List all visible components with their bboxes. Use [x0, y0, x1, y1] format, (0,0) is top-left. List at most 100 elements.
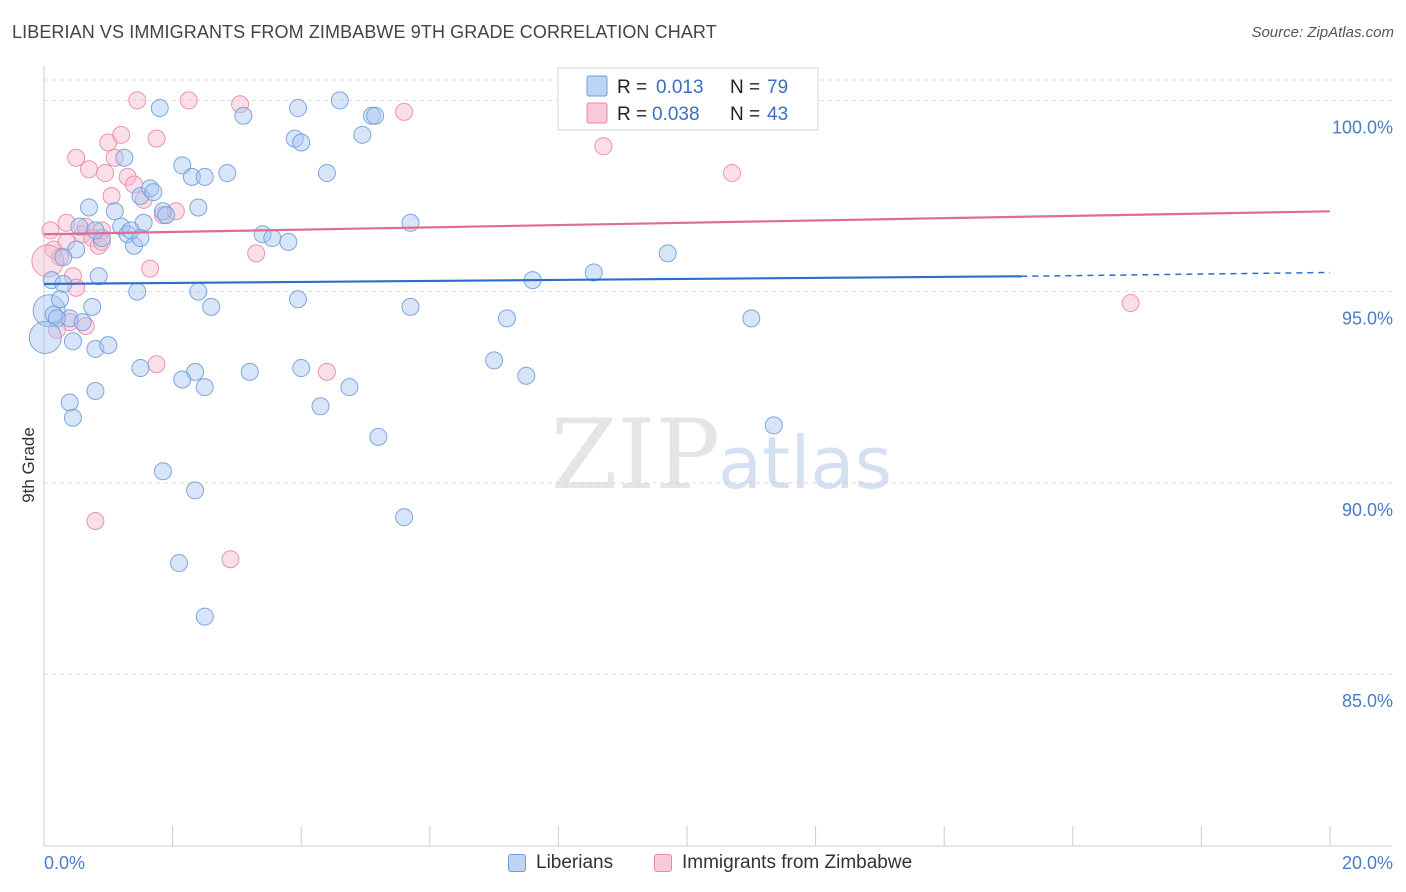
legend-n-label-2: N = [730, 104, 760, 125]
point-liberian [121, 221, 140, 240]
legend-swatch-zimbabwe [586, 102, 608, 124]
legend-r-value-2: 0.038 [652, 104, 700, 125]
bottom-legend-liberians: Liberians [508, 852, 613, 874]
point-liberian [366, 106, 385, 125]
point-liberian [112, 217, 131, 236]
point-liberian [28, 320, 62, 354]
point-liberian [115, 148, 134, 167]
trend-line-liberians-extension [1021, 271, 1331, 278]
point-liberian [263, 229, 282, 248]
bottom-legend-swatch-zimbabwe [654, 854, 672, 872]
x-tick-label-min: 0.0% [44, 853, 85, 873]
trend-line-zimbabwe [43, 210, 1331, 236]
legend-n-value-1: 79 [767, 77, 788, 98]
point-zimbabwe [112, 125, 131, 144]
point-liberian [105, 202, 124, 221]
point-liberian [497, 309, 516, 328]
point-liberian [173, 156, 192, 175]
point-liberian [369, 427, 388, 446]
point-liberian [86, 221, 105, 240]
point-zimbabwe [231, 95, 250, 114]
point-zimbabwe [41, 221, 60, 240]
point-liberian [202, 297, 221, 316]
point-liberian [157, 206, 176, 225]
point-liberian [195, 167, 214, 186]
point-liberian [80, 198, 99, 217]
point-liberian [340, 378, 359, 397]
y-tick-label: 100.0% [1332, 117, 1393, 137]
point-zimbabwe [1121, 294, 1140, 313]
point-liberian [144, 183, 163, 202]
bottom-legend: Liberians Immigrants from Zimbabwe [0, 852, 1406, 878]
point-liberian [86, 382, 105, 400]
point-zimbabwe [166, 202, 185, 221]
point-liberian [131, 359, 150, 378]
point-liberian [99, 336, 118, 355]
point-liberian [186, 481, 205, 500]
point-zimbabwe [80, 160, 99, 179]
point-zimbabwe [67, 148, 86, 167]
point-liberian [288, 99, 307, 118]
point-zimbabwe [141, 259, 160, 278]
point-liberian [279, 232, 298, 251]
bottom-legend-zimbabwe: Immigrants from Zimbabwe [654, 852, 912, 874]
legend-r-label-2: R = [617, 104, 647, 125]
point-zimbabwe [96, 164, 115, 183]
point-zimbabwe [179, 91, 198, 110]
point-liberian [240, 362, 259, 381]
point-zimbabwe [221, 550, 240, 569]
point-zimbabwe [317, 362, 336, 381]
points-zimbabwe [31, 91, 1140, 569]
point-liberian [485, 351, 504, 370]
point-liberian [401, 297, 420, 316]
point-liberian [63, 408, 82, 427]
trend-line-liberians [43, 275, 1022, 286]
point-zimbabwe [128, 91, 147, 110]
point-liberian [173, 370, 192, 389]
source-label: Source: ZipAtlas.com [1251, 24, 1394, 41]
chart-title: LIBERIAN VS IMMIGRANTS FROM ZIMBABWE 9TH… [12, 22, 717, 42]
point-liberian [54, 248, 73, 267]
point-liberian [584, 263, 603, 282]
point-liberian [288, 290, 307, 309]
point-zimbabwe [147, 355, 166, 374]
point-liberian [128, 282, 147, 301]
point-liberian [195, 378, 214, 397]
point-zimbabwe [723, 164, 742, 183]
point-liberian [89, 267, 108, 286]
point-liberian [218, 164, 237, 183]
trend-layer [43, 210, 1331, 286]
point-liberian [234, 106, 253, 125]
point-liberian [353, 125, 372, 144]
point-zimbabwe [118, 167, 137, 186]
point-liberian [517, 366, 536, 385]
point-liberian [131, 229, 150, 248]
y-axis-label: 9th Grade [19, 427, 38, 503]
y-tick-label: 90.0% [1342, 500, 1393, 520]
point-liberian [292, 359, 311, 378]
point-liberian [63, 332, 82, 351]
watermark-atlas: atlas [718, 421, 892, 505]
legend-n-value-2: 43 [767, 104, 788, 125]
legend: R = 0.013 N = 79 R = 0.038 N = 43 [557, 67, 819, 131]
point-liberian [83, 297, 102, 316]
bottom-legend-swatch-liberians [508, 854, 526, 872]
legend-swatch-liberians [586, 75, 608, 97]
point-liberian [317, 164, 336, 183]
point-liberian [170, 554, 189, 573]
legend-r-value-1: 0.013 [656, 77, 704, 98]
point-liberian [311, 397, 330, 416]
points-liberians [28, 91, 783, 626]
point-liberian [189, 198, 208, 217]
watermark-zip: ZIP [551, 399, 720, 511]
point-liberian [395, 508, 414, 527]
bottom-legend-label-liberians: Liberians [536, 852, 614, 873]
point-liberian [742, 309, 761, 328]
point-liberian [292, 133, 311, 152]
x-tick-label-max: 20.0% [1342, 853, 1393, 873]
point-liberian [150, 99, 169, 118]
axis-layer: 85.0% 90.0% 95.0% 100.0% 0.0% 20.0% [43, 66, 1393, 873]
point-zimbabwe [102, 187, 121, 205]
point-liberian [51, 290, 70, 309]
